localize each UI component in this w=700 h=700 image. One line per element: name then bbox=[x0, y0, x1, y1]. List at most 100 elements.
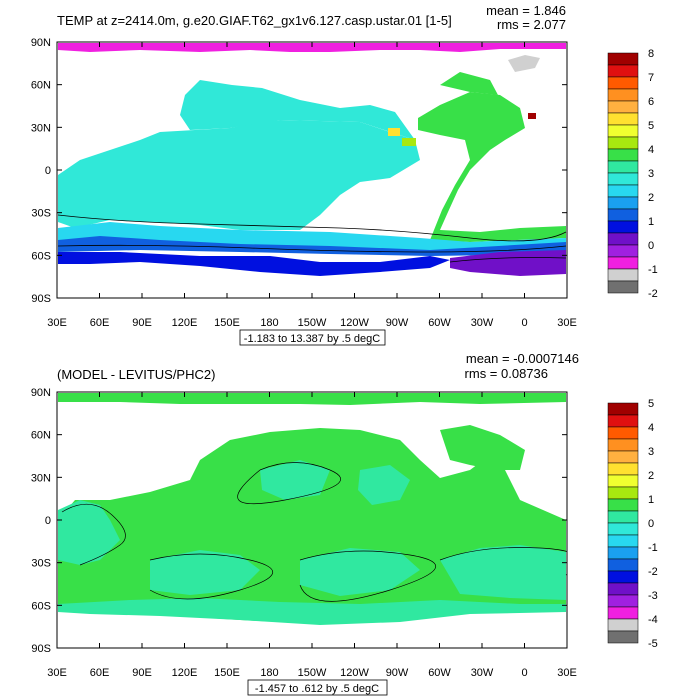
colorbar-swatch bbox=[607, 268, 639, 282]
colorbar-label: -3 bbox=[648, 590, 658, 602]
y-tick-label: 60N bbox=[31, 430, 51, 442]
x-tick-label: 30W bbox=[471, 317, 494, 329]
rms-stat: rms = 0.08736 bbox=[465, 366, 548, 381]
y-tick-label: 0 bbox=[45, 515, 51, 527]
colorbar-label: -1 bbox=[648, 264, 658, 276]
colorbar-label: 2 bbox=[648, 192, 654, 204]
colorbar-swatch bbox=[607, 196, 639, 210]
y-tick-label: 90N bbox=[31, 37, 51, 49]
colorbar-swatch bbox=[607, 618, 639, 632]
colorbar-swatch bbox=[607, 232, 639, 246]
x-tick-label: 30E bbox=[47, 317, 67, 329]
panel-title: (MODEL - LEVITUS/PHC2) bbox=[57, 367, 215, 382]
cyan-region bbox=[300, 548, 420, 596]
map-field bbox=[57, 43, 567, 276]
map-field bbox=[58, 393, 567, 625]
colorbar-swatch bbox=[607, 244, 639, 258]
colorbar-label: -5 bbox=[648, 638, 658, 650]
colorbar-label: 7 bbox=[648, 72, 654, 84]
colorbar-swatch bbox=[607, 558, 639, 572]
red-patch bbox=[528, 113, 536, 119]
colorbar-swatch bbox=[607, 534, 639, 548]
difference-panel: (MODEL - LEVITUS/PHC2) mean = -0.0007146… bbox=[31, 351, 658, 696]
colorbar: 5 4 3 2 1 0 -1 -2 -3 -4 -5 bbox=[607, 398, 658, 650]
range-note: -1.457 to .612 by .5 degC bbox=[255, 683, 379, 695]
colorbar-label: 4 bbox=[648, 422, 654, 434]
colorbar-label: 5 bbox=[648, 398, 654, 410]
colorbar-label: 3 bbox=[648, 168, 654, 180]
panel-title: TEMP at z=2414.0m, g.e20.GIAF.T62_gx1v6.… bbox=[57, 13, 452, 28]
x-tick-label: 90W bbox=[386, 667, 409, 679]
x-tick-label: 30E bbox=[47, 667, 67, 679]
colorbar-swatch bbox=[607, 414, 639, 428]
colorbar-label: 2 bbox=[648, 470, 654, 482]
colorbar-swatch bbox=[607, 256, 639, 270]
y-tick-label: 90S bbox=[31, 293, 51, 305]
southern-ocean-blue-band bbox=[58, 236, 566, 256]
temperature-panel: TEMP at z=2414.0m, g.e20.GIAF.T62_gx1v6.… bbox=[31, 3, 658, 346]
antarctic-bottom-region bbox=[58, 252, 450, 276]
colorbar-label: -4 bbox=[648, 614, 658, 626]
contour-line bbox=[149, 553, 273, 600]
contour-line bbox=[57, 244, 567, 253]
colorbar-label: 4 bbox=[648, 144, 654, 156]
colorbar-label: 1 bbox=[648, 216, 654, 228]
x-tick-label: 30E bbox=[557, 317, 577, 329]
contour-line bbox=[57, 214, 567, 242]
colorbar-swatch bbox=[607, 570, 639, 584]
x-tick-label: 90W bbox=[386, 317, 409, 329]
colorbar-swatch bbox=[607, 426, 639, 440]
x-tick-label: 120E bbox=[172, 667, 198, 679]
x-tick-label: 0 bbox=[521, 667, 527, 679]
colorbar-swatch bbox=[607, 402, 639, 416]
colorbar-swatch bbox=[607, 148, 639, 162]
yellow-patch bbox=[388, 128, 400, 136]
colorbar-swatch bbox=[607, 136, 639, 150]
colorbar-swatch bbox=[607, 220, 639, 234]
mean-stat: mean = -0.0007146 bbox=[466, 351, 579, 366]
y-tick-label: 60S bbox=[31, 250, 51, 262]
colorbar-label: 3 bbox=[648, 446, 654, 458]
x-tick-label: 30W bbox=[471, 667, 494, 679]
colorbar-label: -2 bbox=[648, 566, 658, 578]
ocean-region bbox=[58, 120, 420, 230]
colorbar-label: 0 bbox=[648, 518, 654, 530]
x-tick-label: 120W bbox=[340, 667, 369, 679]
colorbar-swatch bbox=[607, 64, 639, 78]
y-axis: 90N 60N 30N 0 30S 60S 90S bbox=[31, 387, 567, 655]
contour-line bbox=[449, 257, 567, 263]
x-axis: 30E 60E 90E 120E 150E 180 150W 120W 90W 60W 30W 0 30… bbox=[47, 42, 577, 329]
x-axis: 30E 60E 90E 120E 150E 180 150W 120W 90W 60W 30W 0 30… bbox=[47, 392, 577, 679]
cyan-region bbox=[58, 598, 566, 625]
cyan-region bbox=[58, 500, 120, 565]
colorbar-swatch bbox=[607, 160, 639, 174]
colorbar-swatch bbox=[607, 546, 639, 560]
range-note-box bbox=[239, 329, 386, 346]
colorbar-swatch bbox=[607, 630, 639, 644]
contour-line bbox=[439, 547, 567, 576]
x-tick-label: 120E bbox=[172, 317, 198, 329]
colorbar-swatch bbox=[607, 486, 639, 500]
colorbar-swatch bbox=[607, 474, 639, 488]
colorbar-label: -2 bbox=[648, 288, 658, 300]
x-tick-label: 60E bbox=[90, 317, 110, 329]
colorbar-label: 8 bbox=[648, 48, 654, 60]
weddell-region bbox=[450, 250, 566, 276]
range-note-box bbox=[247, 679, 388, 696]
y-tick-label: 30N bbox=[31, 122, 51, 134]
colorbar-swatch bbox=[607, 582, 639, 596]
colorbar-label: 0 bbox=[648, 240, 654, 252]
colorbar: 8 7 6 5 4 3 2 1 0 -1 -2 bbox=[607, 48, 658, 300]
lime-patch bbox=[402, 138, 416, 146]
colorbar-swatch bbox=[607, 606, 639, 620]
contour-line bbox=[299, 550, 436, 602]
x-tick-label: 60W bbox=[428, 667, 451, 679]
x-tick-label: 60W bbox=[428, 317, 451, 329]
x-tick-label: 90E bbox=[132, 317, 152, 329]
y-tick-label: 60S bbox=[31, 600, 51, 612]
cyan-region bbox=[150, 550, 260, 595]
colorbar-swatch bbox=[607, 172, 639, 186]
colorbar-swatch bbox=[607, 124, 639, 138]
x-tick-label: 120W bbox=[340, 317, 369, 329]
